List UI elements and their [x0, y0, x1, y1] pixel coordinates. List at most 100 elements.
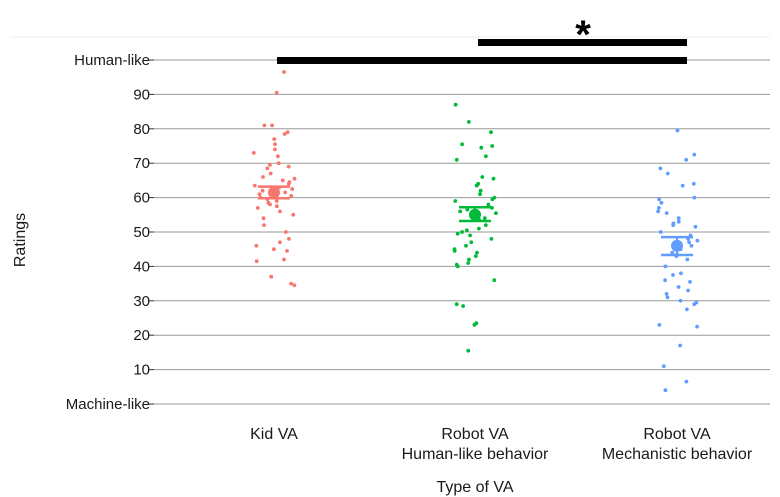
data-point [452, 249, 457, 253]
data-point [664, 211, 669, 216]
data-point [664, 292, 669, 296]
data-point [479, 145, 484, 150]
data-point [678, 298, 683, 303]
data-point [284, 230, 288, 234]
data-point [262, 223, 266, 228]
data-point [286, 164, 291, 169]
mean-ci-summaries [258, 185, 693, 257]
data-point [489, 237, 494, 241]
category-label: Kid VA [250, 426, 298, 443]
data-point [474, 183, 479, 188]
data-point [692, 302, 697, 307]
data-point [657, 206, 661, 210]
data-point [460, 142, 464, 147]
data-point [478, 188, 483, 193]
data-point [454, 157, 459, 162]
data-point [268, 163, 272, 167]
data-point [275, 204, 279, 209]
data-point [688, 280, 692, 284]
data-point [285, 249, 289, 253]
data-point [665, 171, 670, 176]
data-point [274, 90, 279, 95]
data-point [465, 207, 470, 212]
data-point [490, 197, 495, 202]
data-point [671, 223, 676, 228]
data-point [689, 243, 694, 248]
data-point [490, 144, 495, 148]
data-point [480, 175, 485, 179]
data-point [670, 250, 675, 255]
data-point [282, 70, 286, 74]
x-axis-label: Type of VA [436, 479, 513, 496]
data-point [458, 209, 463, 214]
y-tick-label-0: Machine-like [66, 396, 150, 413]
data-point [675, 128, 680, 133]
data-point [663, 264, 668, 269]
data-point [251, 151, 256, 155]
data-point [269, 274, 274, 279]
x-axis-categories: Kid VA Robot VA Human-like behavior Robot V… [250, 426, 753, 463]
data-point [665, 295, 670, 300]
data-points [251, 70, 700, 393]
data-point [685, 307, 689, 312]
data-point [261, 216, 266, 221]
data-point [464, 243, 468, 248]
data-point [695, 324, 699, 329]
data-point [273, 142, 277, 147]
data-point [684, 379, 689, 384]
data-point [272, 247, 276, 252]
category-label: Robot VA [441, 426, 509, 443]
data-point [260, 188, 265, 193]
data-point [472, 323, 477, 327]
data-point [656, 209, 660, 214]
data-point [676, 285, 681, 289]
data-point [290, 187, 295, 191]
y-tick-label-60: 60 [133, 190, 150, 207]
data-point [283, 190, 288, 195]
y-tick-label-20: 20 [133, 327, 150, 344]
data-point [262, 123, 267, 128]
data-point [467, 257, 471, 262]
data-point [679, 271, 683, 276]
data-point [276, 161, 281, 166]
data-point [276, 154, 280, 159]
category-label: Human-like behavior [402, 446, 549, 463]
data-point [466, 261, 471, 265]
data-point [473, 254, 478, 258]
data-point [680, 183, 685, 188]
data-point [676, 219, 681, 224]
data-point [661, 364, 666, 369]
data-point [467, 120, 471, 124]
data-point [285, 130, 290, 135]
data-point [268, 202, 272, 207]
data-point [282, 132, 287, 136]
data-point [468, 233, 472, 238]
data-point [257, 192, 262, 197]
data-point [692, 152, 697, 157]
data-point [291, 212, 296, 217]
data-point [475, 250, 479, 255]
data-point [455, 264, 460, 269]
data-point [671, 273, 675, 277]
y-tick-label-70: 70 [133, 155, 150, 172]
significance-bars [277, 39, 687, 64]
data-point [292, 176, 297, 181]
data-point [494, 211, 498, 216]
data-point [678, 343, 682, 348]
data-point [686, 288, 690, 293]
data-point [460, 230, 464, 234]
y-axis-ticks: Machine-like 10 20 30 40 50 60 70 80 90 Human-like [66, 52, 154, 413]
data-point [289, 194, 294, 198]
data-point [484, 154, 488, 159]
data-point [255, 206, 260, 210]
data-point [453, 199, 458, 203]
data-point [663, 278, 667, 283]
mean-marker [671, 239, 683, 252]
category-label: Robot VA [643, 426, 711, 443]
data-point [659, 200, 664, 205]
data-point [268, 171, 273, 176]
data-point [466, 348, 471, 353]
data-point [270, 123, 274, 128]
y-tick-label-50: 50 [133, 224, 150, 241]
data-point [695, 238, 700, 243]
